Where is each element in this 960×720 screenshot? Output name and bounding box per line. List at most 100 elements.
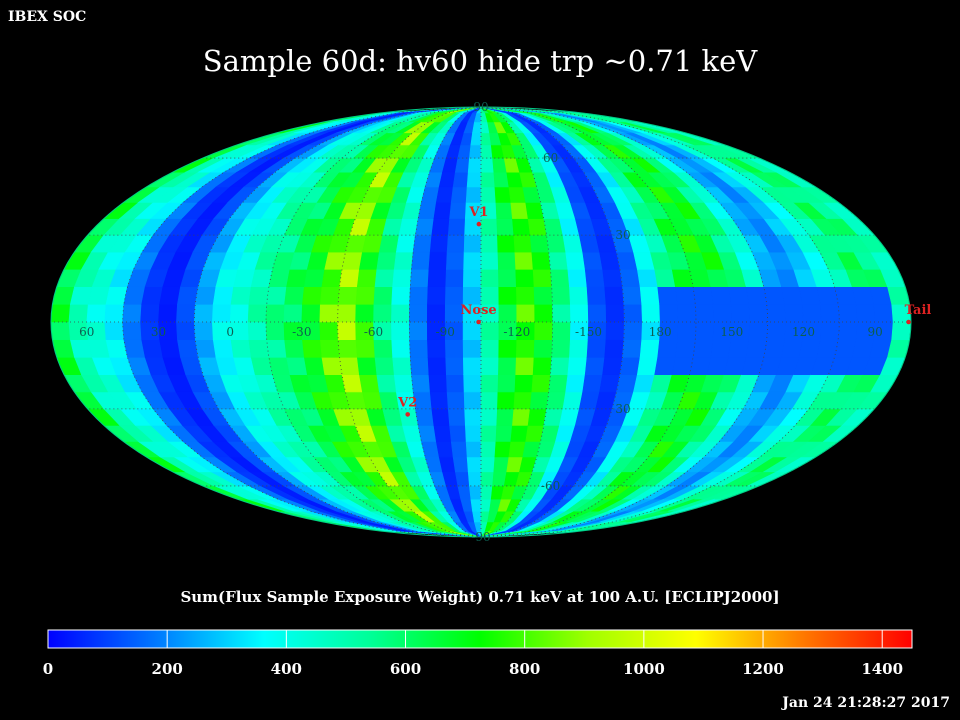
heatmap-cell (495, 425, 513, 442)
heatmap-cell (339, 268, 360, 288)
longitude-label: 0 (226, 325, 234, 339)
heatmap-cell (462, 268, 482, 288)
heatmap-cell (283, 303, 303, 323)
heatmap-cell (193, 321, 214, 341)
heatmap-cell (512, 408, 531, 426)
heatmap-cell (86, 303, 107, 323)
heatmap-cell (337, 303, 357, 323)
heatmap-cell (447, 218, 466, 236)
heatmap-cell (373, 303, 393, 323)
latitude-label: 30 (615, 402, 630, 416)
heatmap-cell (408, 321, 428, 341)
heatmap-cell (619, 268, 641, 288)
heatmap-cell (409, 286, 429, 305)
heatmap-cell (552, 303, 571, 323)
heatmap-cell (392, 356, 412, 376)
heatmap-cell (728, 339, 750, 358)
heatmap-cell (694, 303, 715, 323)
heatmap-cell (230, 286, 252, 305)
heatmap-cell (159, 339, 181, 358)
heatmap-cell (546, 391, 567, 410)
marker-dot (405, 412, 411, 417)
heatmap-cell (229, 303, 250, 323)
heatmap-cell (480, 408, 498, 426)
longitude-line (480, 107, 625, 537)
heatmap-cell (104, 321, 125, 341)
heatmap-cell (446, 234, 465, 253)
longitude-label: -150 (575, 325, 602, 339)
marker-dot (476, 221, 482, 227)
heatmap-cell (449, 202, 467, 219)
longitude-label: -60 (364, 325, 383, 339)
heatmap-cell (497, 234, 516, 253)
heatmap-cell (374, 356, 395, 376)
heatmap-cell (692, 339, 714, 358)
heatmap-cell (465, 441, 482, 458)
heatmap-cell (463, 391, 482, 410)
heatmap-cell (619, 356, 641, 376)
heatmap-cell (534, 321, 554, 341)
heatmap-cell (411, 251, 431, 270)
heatmap-cell (412, 234, 433, 253)
map-outline (50, 106, 912, 538)
colorbar-tick-label: 1400 (861, 660, 903, 678)
longitude-label: 120 (792, 325, 815, 339)
marker-dot (906, 319, 911, 325)
heatmap-cell (286, 356, 308, 376)
heatmap-cell (409, 356, 430, 376)
heatmap-cell (730, 303, 751, 323)
heatmap-cell (408, 303, 428, 323)
heatmap-cell (873, 303, 894, 323)
heatmap-cell (445, 356, 464, 376)
heatmap-cell (515, 356, 535, 376)
heatmap-cell (104, 303, 125, 323)
heatmap-cell (602, 356, 623, 376)
longitude-label: -90 (436, 325, 455, 339)
heatmap-cell (321, 268, 343, 288)
heatmap-cell (268, 356, 291, 376)
heatmap-cell (480, 471, 495, 487)
heatmap-cell (51, 303, 71, 323)
heatmap-cell (533, 286, 553, 305)
longitude-label: 180 (649, 325, 672, 339)
heatmap-cell (546, 234, 567, 253)
heatmap-cell (158, 303, 178, 323)
heatmap-cell (510, 202, 529, 219)
longitude-line (337, 107, 482, 537)
heatmap-cell (194, 286, 217, 305)
heatmap-cell (337, 286, 358, 305)
heatmap-cell (677, 303, 697, 323)
heatmap-cell (429, 391, 449, 410)
heatmap-cell (247, 321, 268, 341)
heatmap-cell (493, 456, 510, 473)
heatmap-cell (636, 356, 659, 376)
heatmap-cell (480, 456, 496, 473)
heatmap-cell (454, 157, 470, 173)
heatmap-cell (122, 321, 143, 341)
heatmap-cell (428, 374, 448, 393)
heatmap-cell (548, 251, 569, 270)
marker-label: Tail (905, 303, 932, 318)
longitude-line (480, 107, 697, 537)
heatmap-cell (515, 286, 535, 305)
heatmap-cell (359, 374, 380, 393)
heatmap-cell (527, 408, 547, 426)
heatmap-cell (391, 303, 410, 323)
colorbar-tick-label: 0 (43, 660, 53, 678)
heatmap-cell (391, 321, 410, 341)
heatmap-cell (497, 374, 517, 393)
heatmap-cell (855, 303, 876, 323)
heatmap-cell (427, 339, 447, 358)
heatmap-cell (748, 303, 769, 323)
heatmap-cell (447, 408, 466, 426)
heatmap-cell (445, 268, 464, 288)
marker-label: Nose (461, 303, 497, 318)
colorbar-tick-label: 600 (390, 660, 421, 678)
heatmap-cell (781, 286, 803, 305)
longitude-label: -120 (503, 325, 530, 339)
heatmap-cell (122, 303, 143, 323)
longitude-label: -30 (292, 325, 311, 339)
heatmap-cell (302, 286, 323, 305)
heatmap-cell (534, 303, 554, 323)
